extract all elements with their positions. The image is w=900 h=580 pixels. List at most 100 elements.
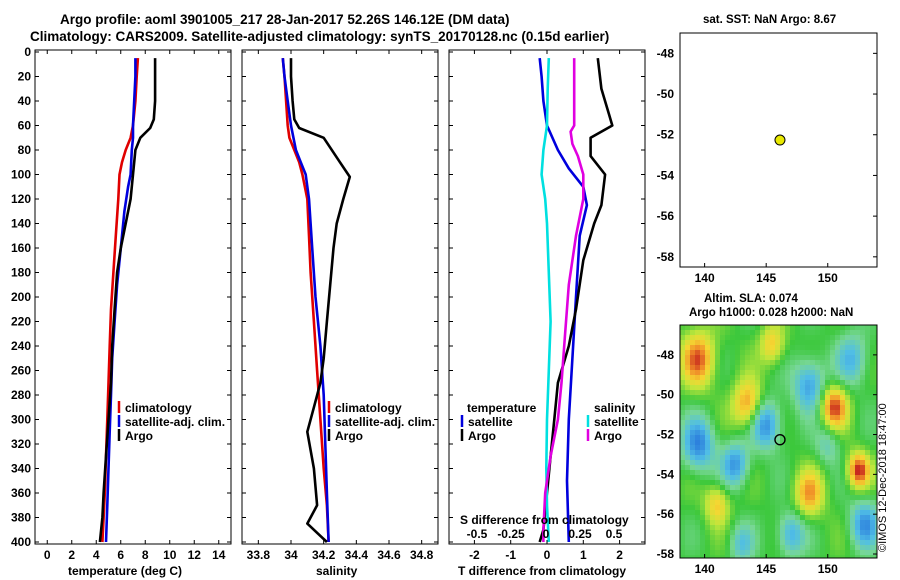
sla-cell <box>745 445 751 451</box>
sla-cell <box>870 450 876 456</box>
sla-cell <box>845 480 851 486</box>
sla-cell <box>775 410 781 416</box>
sla-cell <box>825 420 831 426</box>
sla-cell <box>825 450 831 456</box>
sla-cell <box>845 555 851 559</box>
sla-cell <box>855 385 861 391</box>
sla-cell <box>710 400 716 406</box>
sla-cell <box>765 330 771 336</box>
sla-cell <box>835 380 841 386</box>
sla-cell <box>685 450 691 456</box>
sla-cell <box>850 420 856 426</box>
sla-cell <box>790 545 796 551</box>
sla-cell <box>725 350 731 356</box>
sla-cell <box>710 465 716 471</box>
map-y-tick-label: -56 <box>657 507 675 521</box>
sla-cell <box>780 450 786 456</box>
sla-cell <box>810 375 816 381</box>
sla-cell <box>680 550 686 556</box>
sla-cell <box>745 330 751 336</box>
sla-cell <box>680 485 686 491</box>
sla-cell <box>870 370 876 376</box>
sla-cell <box>690 440 696 446</box>
sla-cell <box>775 330 781 336</box>
sla-cell <box>790 480 796 486</box>
sla-cell <box>695 350 701 356</box>
sla-cell <box>705 505 711 511</box>
sla-cell <box>780 530 786 536</box>
sla-cell <box>825 430 831 436</box>
salinity-legend: climatology satellite-adj. clim. Argo <box>335 401 435 443</box>
sla-cell <box>785 375 791 381</box>
x-tick-label: 2 <box>616 548 623 562</box>
sla-cell <box>740 325 746 331</box>
sla-cell <box>815 535 821 541</box>
sla-cell <box>770 365 776 371</box>
sla-cell <box>865 500 871 506</box>
sla-cell <box>730 435 736 441</box>
sla-cell <box>730 390 736 396</box>
sla-cell <box>750 475 756 481</box>
sla-cell <box>800 455 806 461</box>
sla-cell <box>865 555 871 559</box>
sla-cell <box>715 410 721 416</box>
sla-cell <box>705 345 711 351</box>
sla-cell <box>815 465 821 471</box>
sla-cell <box>800 385 806 391</box>
sla-cell <box>875 365 878 371</box>
sla-cell <box>860 395 866 401</box>
sla-cell <box>690 340 696 346</box>
sla-cell <box>740 515 746 521</box>
sla-map-title: Altim. SLA: 0.074 <box>704 293 799 305</box>
sla-cell <box>695 505 701 511</box>
sla-cell <box>735 380 741 386</box>
sla-cell <box>785 490 791 496</box>
sla-cell <box>775 520 781 526</box>
sla-cell <box>695 450 701 456</box>
sla-cell <box>815 530 821 536</box>
sla-cell <box>690 515 696 521</box>
sla-cell <box>875 550 878 556</box>
sla-cell <box>720 385 726 391</box>
sla-cell <box>805 500 811 506</box>
y-tick-label: 100 <box>11 168 31 182</box>
sla-cell <box>795 410 801 416</box>
y-tick-label: 320 <box>11 437 31 451</box>
sla-cell <box>720 540 726 546</box>
sla-cell <box>750 545 756 551</box>
sla-cell <box>800 515 806 521</box>
sla-cell <box>815 360 821 366</box>
sla-cell <box>785 350 791 356</box>
sla-cell <box>680 515 686 521</box>
sla-cell <box>825 405 831 411</box>
sla-cell <box>750 435 756 441</box>
sla-cell <box>825 485 831 491</box>
sla-cell <box>715 415 721 421</box>
sla-cell <box>770 555 776 559</box>
sla-cell <box>785 485 791 491</box>
sla-cell <box>785 480 791 486</box>
sla-cell <box>705 530 711 536</box>
sla-cell <box>740 380 746 386</box>
sla-cell <box>730 540 736 546</box>
sla-cell <box>855 525 861 531</box>
sla-cell <box>705 385 711 391</box>
sla-cell <box>745 450 751 456</box>
sla-cell <box>795 385 801 391</box>
sla-cell <box>755 500 761 506</box>
sla-cell <box>870 525 876 531</box>
sla-cell <box>810 390 816 396</box>
sla-cell <box>680 390 686 396</box>
sla-cell <box>780 325 786 331</box>
sla-cell <box>765 355 771 361</box>
sla-cell <box>845 530 851 536</box>
sla-cell <box>735 340 741 346</box>
sla-cell <box>690 355 696 361</box>
sla-cell <box>685 455 691 461</box>
sla-cell <box>680 490 686 496</box>
legend-climatology-label: climatology <box>335 401 402 415</box>
sla-cell <box>800 530 806 536</box>
sla-cell <box>820 420 826 426</box>
sla-cell <box>720 435 726 441</box>
sla-cell <box>715 350 721 356</box>
